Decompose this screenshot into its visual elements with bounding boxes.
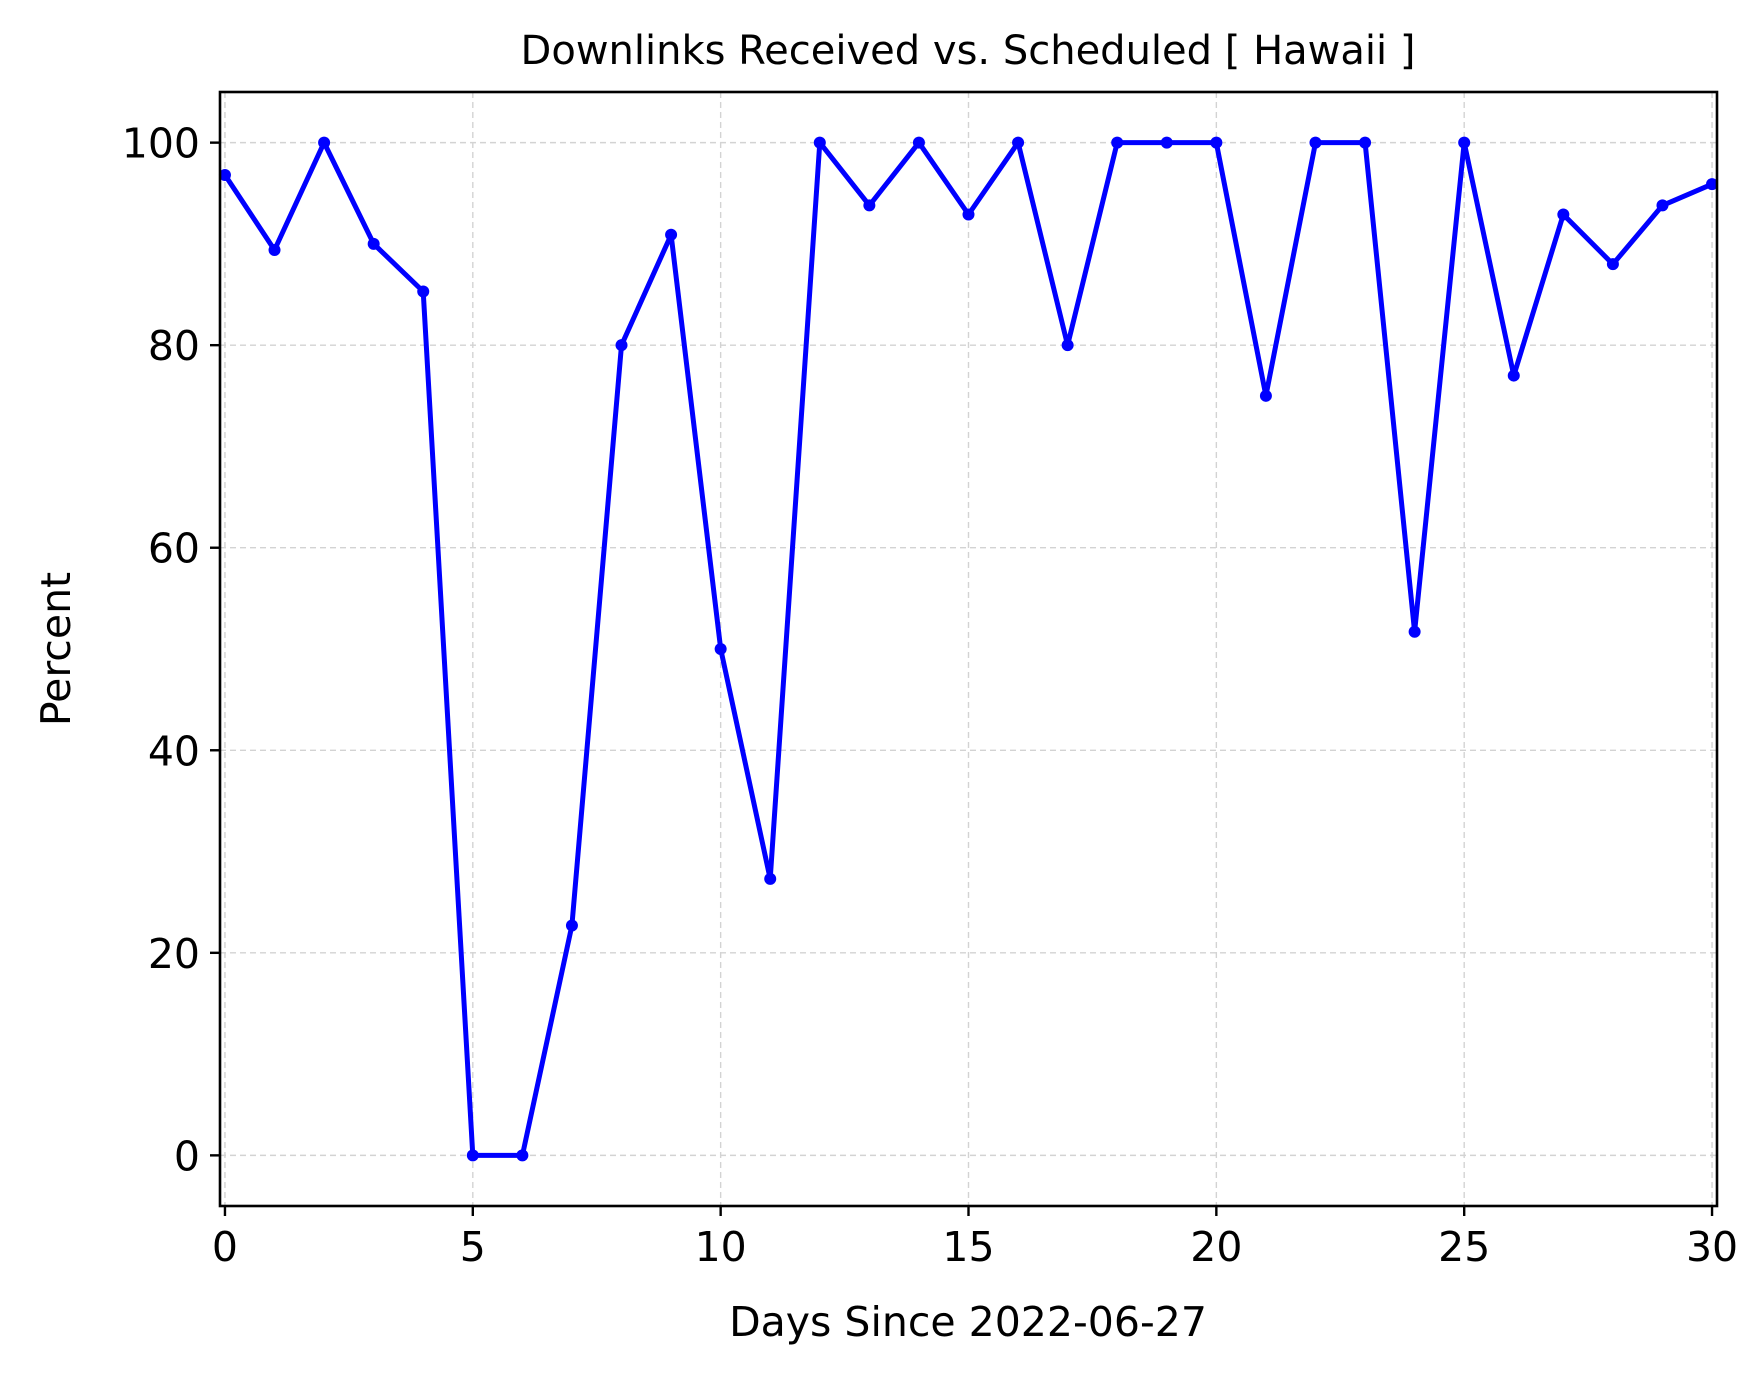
x-tick-label: 20 — [1190, 1223, 1242, 1271]
data-point — [565, 919, 578, 932]
data-point — [218, 169, 231, 182]
data-point — [714, 643, 727, 655]
data-point — [1111, 136, 1124, 149]
data-point — [1160, 136, 1173, 149]
data-point — [417, 285, 430, 298]
axis-ticks: 0 5 10 15 20 25 30 0 20 40 60 80 100 — [122, 120, 1738, 1271]
data-point — [367, 237, 380, 250]
x-tick-label: 0 — [212, 1223, 238, 1271]
data-point — [764, 872, 777, 885]
chart-title: Downlinks Received vs. Scheduled [ Hawai… — [521, 28, 1416, 74]
data-point — [665, 228, 678, 241]
data-point — [1706, 178, 1719, 191]
data-point — [962, 208, 975, 221]
data-point — [268, 243, 281, 256]
x-tick-label: 10 — [695, 1223, 747, 1271]
y-tick-label: 0 — [174, 1132, 200, 1180]
data-point — [1557, 208, 1570, 221]
data-point — [1359, 136, 1372, 149]
data-point — [466, 1149, 479, 1162]
y-axis-label: Percent — [32, 572, 80, 726]
y-tick-label: 80 — [148, 322, 200, 370]
data-point — [1408, 625, 1421, 638]
y-tick-label: 20 — [148, 930, 200, 978]
y-tick-label: 100 — [122, 120, 200, 168]
data-point — [1259, 389, 1272, 402]
data-point — [1606, 258, 1619, 271]
data-point — [1656, 199, 1669, 212]
data-point — [1507, 369, 1520, 382]
y-tick-label: 60 — [148, 525, 200, 573]
x-tick-label: 25 — [1438, 1223, 1490, 1271]
data-point — [516, 1149, 529, 1162]
data-point — [863, 199, 876, 212]
x-tick-label: 30 — [1686, 1223, 1738, 1271]
data-point — [912, 136, 925, 149]
x-tick-label: 5 — [460, 1223, 486, 1271]
data-point — [1458, 136, 1471, 149]
series-layer — [218, 136, 1719, 1162]
data-point — [1012, 136, 1025, 149]
grid — [220, 92, 1717, 1206]
data-point — [318, 136, 331, 149]
data-point — [1309, 136, 1322, 149]
data-point — [1210, 136, 1223, 149]
data-point — [1061, 339, 1074, 352]
y-tick-label: 40 — [148, 727, 200, 775]
data-point — [615, 339, 628, 352]
x-axis-label: Days Since 2022-06-27 — [729, 1298, 1207, 1346]
data-point — [813, 136, 826, 149]
x-tick-label: 15 — [942, 1223, 994, 1271]
